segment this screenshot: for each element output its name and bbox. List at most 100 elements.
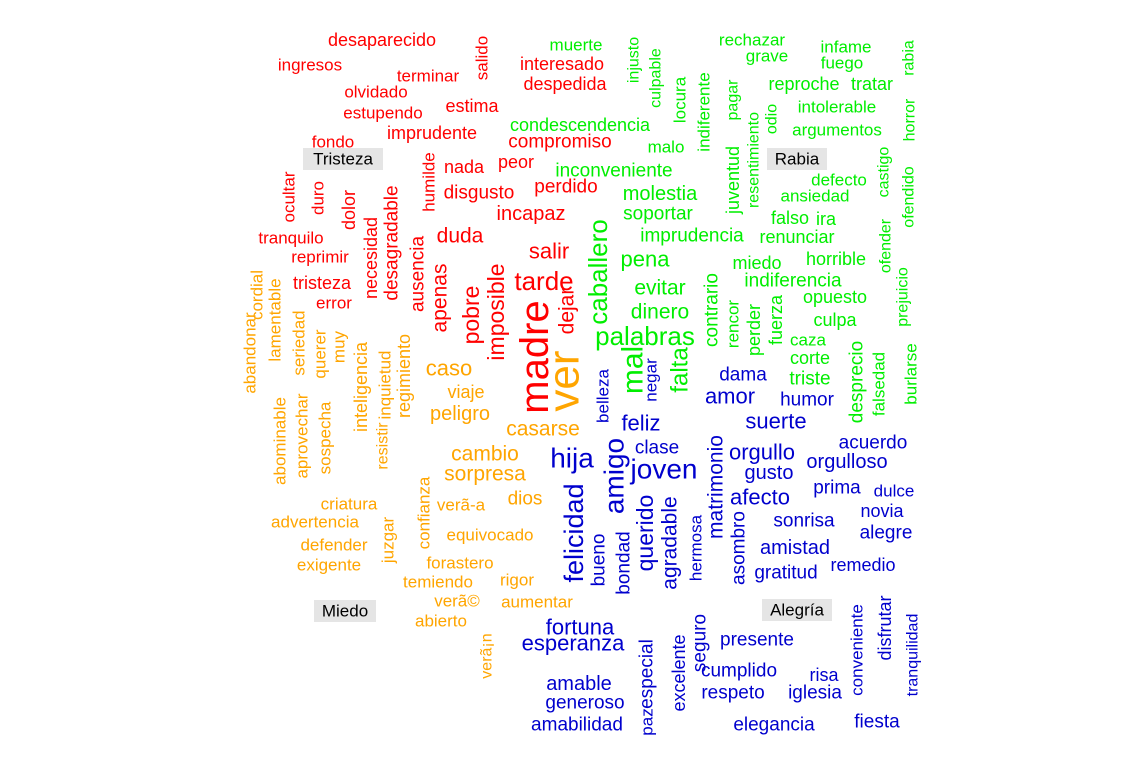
word-querido: querido: [632, 495, 658, 572]
word-tranquilidad: tranquilidad: [905, 614, 922, 697]
word-iglesia: iglesia: [788, 683, 842, 704]
word-intolerable: intolerable: [798, 98, 876, 117]
word-advertencia: advertencia: [271, 513, 359, 532]
word-defecto: defecto: [811, 171, 867, 190]
word-acuerdo: acuerdo: [839, 433, 908, 454]
word-abominable: abominable: [271, 397, 290, 485]
word-lamentable: lamentable: [266, 278, 285, 361]
word-exigente: exigente: [297, 556, 361, 575]
word-sospecha: sospecha: [316, 401, 335, 474]
word-cambio: cambio: [451, 443, 519, 466]
word-gratitud: gratitud: [754, 563, 817, 584]
word-confianza: confianza: [415, 476, 434, 549]
category-label-rabia: Rabia: [775, 150, 820, 169]
word-resentimiento: resentimiento: [746, 112, 763, 208]
word-group-tristeza: desaparecido ingresos salido terminarolvida…: [258, 30, 611, 414]
word-suerte: suerte: [745, 409, 806, 434]
category-label-miedo: Miedo: [322, 602, 368, 621]
word-group-alegria: belleza negar amor humor dama feliz suerte clas…: [522, 358, 922, 736]
word-especial: especial: [637, 639, 658, 709]
word-ver: ver: [540, 350, 589, 411]
category-label-box: [762, 599, 832, 621]
word-imprudente: imprudente: [387, 123, 477, 143]
word-culpa: culpa: [813, 310, 857, 330]
word-opuesto: opuesto: [803, 287, 867, 307]
word-miedo: miedo: [732, 253, 781, 273]
word-olvidado: olvidado: [344, 83, 407, 102]
word-desprecio: desprecio: [847, 341, 868, 423]
word-tratar: tratar: [851, 74, 893, 94]
word-despedida: despedida: [523, 74, 607, 94]
category-label-alegria: Alegría: [770, 601, 824, 620]
word-odio: odio: [764, 104, 781, 134]
word-dinero: dinero: [631, 301, 689, 324]
word-bondad: bondad: [614, 531, 635, 594]
word-terminar: terminar: [397, 67, 460, 86]
word-condescendencia: condescendencia: [510, 115, 651, 135]
word-seriedad: seriedad: [290, 310, 309, 375]
word-estima: estima: [445, 96, 499, 116]
word-contrario: contrario: [702, 273, 723, 347]
word-resistir: resistir: [375, 422, 392, 470]
word-duro: duro: [309, 181, 328, 215]
word-querer: querer: [311, 329, 330, 378]
word-pagar: pagar: [725, 79, 742, 121]
word-salido: salido: [473, 36, 492, 80]
word-imposible: imposible: [483, 263, 509, 360]
word-compromiso: compromiso: [508, 132, 611, 153]
word-joven: joven: [630, 454, 698, 485]
word-injusto: injusto: [626, 37, 643, 83]
word-rechazar: rechazar: [719, 31, 785, 50]
word-sorpresa: sorpresa: [444, 463, 526, 486]
word-soportar: soportar: [623, 204, 693, 225]
word-ofendido: ofendido: [901, 166, 918, 227]
word-madre: madre: [513, 300, 557, 413]
word-criatura: criatura: [321, 495, 378, 514]
word-desagradable: desagradable: [382, 185, 403, 300]
word-peor: peor: [498, 152, 534, 172]
word-asombro: asombro: [729, 511, 750, 585]
word-amigo: amigo: [599, 438, 630, 514]
word-evitar: evitar: [634, 277, 685, 300]
word-horror: horror: [902, 98, 919, 141]
category-label-box: [767, 148, 827, 170]
word-sonrisa: sonrisa: [773, 511, 835, 532]
word-caballero: caballero: [583, 219, 613, 325]
word-juventud: juventud: [723, 146, 743, 215]
word-nada: nada: [444, 157, 485, 177]
word-alegre: alegre: [860, 523, 913, 544]
word-dama: dama: [719, 365, 767, 386]
word-humor: humor: [780, 390, 835, 411]
word-apenas: apenas: [429, 264, 452, 333]
word-excelente: excelente: [669, 634, 689, 711]
word-indiferente: indiferente: [695, 72, 714, 151]
word-burlarse: burlarse: [902, 343, 921, 404]
word-ofender: ofender: [878, 218, 895, 273]
word-fortuna: fortuna: [546, 615, 615, 640]
word-fuerza: fuerza: [766, 294, 786, 345]
word-perder: perder: [744, 304, 764, 356]
word-muerte: muerte: [550, 36, 603, 55]
word-feliz: feliz: [621, 411, 660, 436]
word-conveniente: conveniente: [848, 604, 867, 696]
word-esperanza: esperanza: [522, 631, 626, 656]
word-rigor: rigor: [500, 571, 534, 590]
word-paz: paz: [638, 708, 657, 735]
word-renunciar: renunciar: [759, 227, 834, 247]
word-bueno: bueno: [589, 534, 610, 587]
word-grave: grave: [746, 47, 789, 66]
word-disfrutar: disfrutar: [875, 595, 895, 660]
word-inconveniente: inconveniente: [555, 161, 672, 182]
word-inteligencia: inteligencia: [351, 341, 371, 432]
word-castigo: castigo: [876, 147, 893, 198]
word-ocultar: ocultar: [280, 171, 299, 222]
word-corte: corte: [790, 348, 830, 368]
word-locura: locura: [671, 76, 690, 123]
word-necesidad: necesidad: [361, 217, 381, 299]
word-palabras: palabras: [595, 321, 695, 351]
word-pena: pena: [621, 247, 671, 272]
word-abierto: abierto: [415, 612, 467, 631]
word-dejar: dejar: [556, 288, 579, 335]
word-falsedad: falsedad: [870, 352, 889, 416]
